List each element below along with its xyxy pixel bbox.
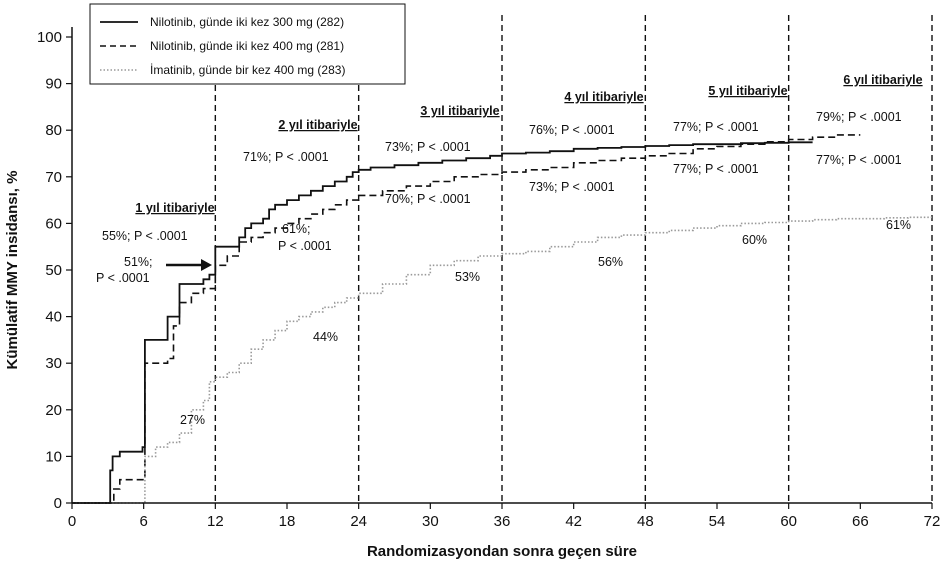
ticks: 0 6 12 18 24 30 36 42 48 54 60 66 72 0 10 20 30 40 50 60 70 8…	[37, 29, 940, 530]
y-tick-label: 30	[45, 355, 62, 372]
annotation-value: 76%; P < .0001	[529, 123, 615, 137]
annotation-value: 77%; P < .0001	[673, 120, 759, 134]
annotation-heading: 2 yıl itibariyle	[278, 118, 357, 132]
annotation-heading: 5 yıl itibariyle	[708, 84, 787, 98]
annotation-arrowhead	[201, 259, 212, 271]
annotation-value: 27%	[180, 413, 205, 427]
x-tick-label: 18	[279, 513, 296, 530]
x-tick-label: 30	[422, 513, 439, 530]
annotation-value: 44%	[313, 330, 338, 344]
annotation-value: 73%; P < .0001	[385, 140, 471, 154]
annotation-heading: 6 yıl itibariyle	[843, 73, 922, 87]
annotation-heading: 4 yıl itibariyle	[564, 90, 643, 104]
annotation-value: P < .0001	[278, 239, 332, 253]
x-axis-title: Randomizasyondan sonra geçen süre	[367, 543, 637, 560]
annotation-value: 77%; P < .0001	[816, 153, 902, 167]
annotation-year-5: 5 yıl itibariyle 77%; P < .0001 77%; P <…	[673, 84, 788, 247]
annotation-value: 61%	[886, 218, 911, 232]
annotation-value: 60%	[742, 233, 767, 247]
annotation-value: 70%; P < .0001	[385, 192, 471, 206]
annotation-value: 77%; P < .0001	[673, 162, 759, 176]
x-tick-label: 48	[637, 513, 654, 530]
annotation-year-3: 3 yıl itibariyle 73%; P < .0001 70%; P <…	[385, 104, 500, 284]
y-tick-label: 0	[54, 495, 62, 512]
x-tick-label: 66	[852, 513, 869, 530]
x-tick-label: 54	[709, 513, 726, 530]
annotation-value: 55%; P < .0001	[102, 229, 188, 243]
annotation-heading: 3 yıl itibariyle	[420, 104, 499, 118]
y-tick-label: 60	[45, 215, 62, 232]
x-tick-label: 12	[207, 513, 224, 530]
annotation-value: 79%; P < .0001	[816, 110, 902, 124]
annotation-value: 71%; P < .0001	[243, 150, 329, 164]
legend: Nilotinib, günde iki kez 300 mg (282) Ni…	[89, 3, 406, 85]
x-tick-label: 42	[565, 513, 582, 530]
annotation-year-1: 1 yıl itibariyle 55%; P < .0001 51%; P <…	[96, 201, 215, 427]
series-line-1	[72, 141, 813, 504]
annotation-value: P < .0001	[96, 271, 150, 285]
x-tick-label: 0	[68, 513, 76, 530]
annotation-year-6: 6 yıl itibariyle 79%; P < .0001 77%; P <…	[816, 73, 923, 232]
annotation-year-4: 4 yıl itibariyle 76%; P < .0001 73%; P <…	[529, 90, 644, 269]
y-tick-label: 100	[37, 29, 62, 46]
annotation-value: 73%; P < .0001	[529, 180, 615, 194]
x-tick-label: 24	[350, 513, 367, 530]
annotation-heading: 1 yıl itibariyle	[135, 201, 214, 215]
y-tick-label: 90	[45, 76, 62, 93]
series-line-2	[72, 134, 861, 504]
y-tick-label: 80	[45, 122, 62, 139]
legend-label-nilotinib-300: Nilotinib, günde iki kez 300 mg (282)	[150, 15, 344, 29]
y-tick-label: 40	[45, 309, 62, 326]
annotation-value: 56%	[598, 255, 623, 269]
year-marker-lines	[214, 15, 933, 503]
annotation-value: 61%;	[282, 222, 311, 236]
y-tick-label: 20	[45, 402, 62, 419]
legend-label-nilotinib-400: Nilotinib, günde iki kez 400 mg (281)	[150, 39, 344, 53]
series-layer	[72, 134, 932, 504]
annotation-year-2: 2 yıl itibariyle 71%; P < .0001 61%; P <…	[243, 118, 358, 344]
x-tick-label: 6	[139, 513, 147, 530]
y-tick-label: 50	[45, 262, 62, 279]
y-tick-label: 10	[45, 448, 62, 465]
annotation-value: 51%;	[124, 255, 153, 269]
legend-label-imatinib-400: İmatinib, günde bir kez 400 mg (283)	[150, 63, 345, 77]
y-axis-title: Kümülatif MMY insidansı, %	[4, 171, 21, 370]
series-line-3	[72, 216, 932, 504]
x-tick-label: 36	[494, 513, 511, 530]
x-tick-label: 72	[924, 513, 941, 530]
annotation-value: 53%	[455, 270, 480, 284]
x-tick-label: 60	[780, 513, 797, 530]
y-tick-label: 70	[45, 169, 62, 186]
